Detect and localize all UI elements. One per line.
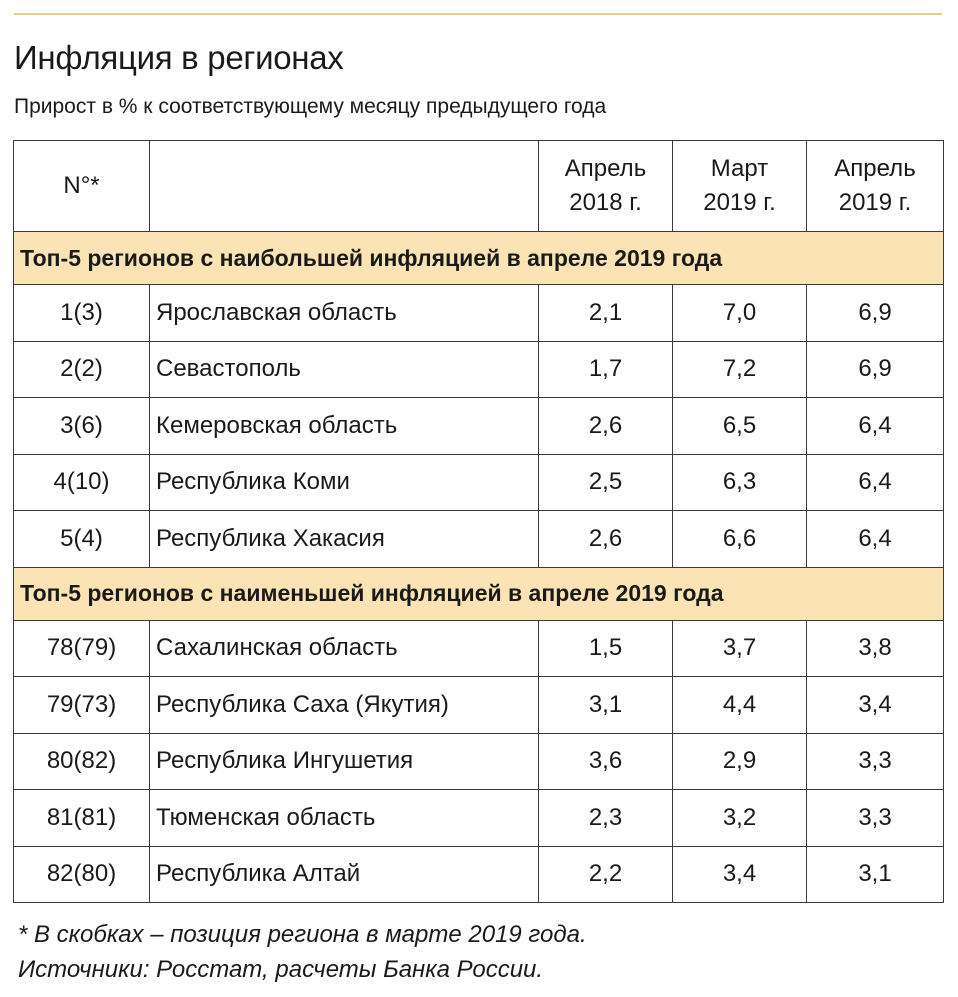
row-region: Республика Алтай: [149, 845, 539, 903]
footnote-sources: Источники: Росстат, расчеты Банка России…: [18, 956, 544, 983]
header-number: N°*: [13, 140, 150, 232]
row-value-april-2018: 2,6: [538, 397, 673, 455]
table-row: 78(79) Сахалинская область 1,5 3,7 3,8: [13, 619, 944, 677]
row-rank: 5(4): [13, 510, 150, 568]
row-rank: 80(82): [13, 732, 150, 790]
row-value-march-2019: 3,2: [672, 789, 807, 847]
section-title: Топ-5 регионов с наибольшей инфляцией в …: [13, 231, 944, 285]
row-region: Севастополь: [149, 340, 539, 398]
row-region: Сахалинская область: [149, 619, 539, 677]
table-row: 4(10) Республика Коми 2,5 6,3 6,4: [13, 453, 944, 511]
table-row: 82(80) Республика Алтай 2,2 3,4 3,1: [13, 845, 944, 903]
table-row: 81(81) Тюменская область 2,3 3,2 3,3: [13, 789, 944, 847]
row-region: Республика Хакасия: [149, 510, 539, 568]
row-value-march-2019: 6,3: [672, 453, 807, 511]
inflation-table: N°* Апрель 2018 г. Март 2019 г. Апрель 2019…: [13, 140, 944, 903]
section-header-lowest: Топ-5 регионов с наименьшей инфляцией в …: [13, 566, 944, 621]
row-rank: 81(81): [13, 789, 150, 847]
row-value-march-2019: 7,0: [672, 284, 807, 342]
header-region: [149, 140, 539, 232]
footnotes: * В скобках – позиция региона в марте 20…: [18, 917, 587, 987]
row-value-april-2019: 3,1: [806, 845, 944, 903]
row-rank: 78(79): [13, 619, 150, 677]
row-value-april-2019: 6,4: [806, 397, 944, 455]
row-value-april-2018: 2,2: [538, 845, 673, 903]
header-april-2019: Апрель 2019 г.: [806, 140, 944, 232]
row-value-april-2018: 2,5: [538, 453, 673, 511]
row-region: Республика Ингушетия: [149, 732, 539, 790]
row-rank: 3(6): [13, 397, 150, 455]
page-subtitle: Прирост в % к соответствующему месяцу пр…: [14, 95, 607, 118]
header-march-2019: Март 2019 г.: [672, 140, 807, 232]
row-region: Республика Саха (Якутия): [149, 676, 539, 734]
top-accent-rule: [14, 13, 942, 15]
footnote-brackets: * В скобках – позиция региона в марте 20…: [18, 921, 587, 948]
row-value-april-2018: 2,6: [538, 510, 673, 568]
row-value-april-2018: 3,6: [538, 732, 673, 790]
table-row: 2(2) Севастополь 1,7 7,2 6,9: [13, 340, 944, 398]
table-row: 79(73) Республика Саха (Якутия) 3,1 4,4 …: [13, 676, 944, 734]
header-april-2018: Апрель 2018 г.: [538, 140, 673, 232]
row-value-march-2019: 7,2: [672, 340, 807, 398]
row-rank: 82(80): [13, 845, 150, 903]
page-title: Инфляция в регионах: [14, 39, 344, 76]
row-value-march-2019: 2,9: [672, 732, 807, 790]
row-value-march-2019: 3,4: [672, 845, 807, 903]
table-row: 1(3) Ярославская область 2,1 7,0 6,9: [13, 284, 944, 342]
row-rank: 4(10): [13, 453, 150, 511]
row-rank: 79(73): [13, 676, 150, 734]
row-value-april-2018: 3,1: [538, 676, 673, 734]
row-rank: 2(2): [13, 340, 150, 398]
row-region: Тюменская область: [149, 789, 539, 847]
row-value-april-2018: 1,5: [538, 619, 673, 677]
row-value-april-2018: 2,3: [538, 789, 673, 847]
row-region: Республика Коми: [149, 453, 539, 511]
row-region: Кемеровская область: [149, 397, 539, 455]
row-value-april-2019: 3,8: [806, 619, 944, 677]
table-row: 3(6) Кемеровская область 2,6 6,5 6,4: [13, 397, 944, 455]
row-value-april-2018: 2,1: [538, 284, 673, 342]
row-value-march-2019: 6,5: [672, 397, 807, 455]
row-rank: 1(3): [13, 284, 150, 342]
table-header-row: N°* Апрель 2018 г. Март 2019 г. Апрель 2019…: [13, 140, 944, 232]
row-value-april-2019: 3,4: [806, 676, 944, 734]
row-value-april-2019: 3,3: [806, 789, 944, 847]
section-title: Топ-5 регионов с наименьшей инфляцией в …: [13, 566, 944, 621]
row-value-april-2019: 3,3: [806, 732, 944, 790]
row-value-march-2019: 6,6: [672, 510, 807, 568]
row-value-march-2019: 3,7: [672, 619, 807, 677]
row-region: Ярославская область: [149, 284, 539, 342]
row-value-april-2019: 6,9: [806, 284, 944, 342]
table-row: 5(4) Республика Хакасия 2,6 6,6 6,4: [13, 510, 944, 568]
row-value-march-2019: 4,4: [672, 676, 807, 734]
row-value-april-2019: 6,4: [806, 453, 944, 511]
table-row: 80(82) Республика Ингушетия 3,6 2,9 3,3: [13, 732, 944, 790]
row-value-april-2019: 6,4: [806, 510, 944, 568]
row-value-april-2018: 1,7: [538, 340, 673, 398]
section-header-highest: Топ-5 регионов с наибольшей инфляцией в …: [13, 231, 944, 285]
row-value-april-2019: 6,9: [806, 340, 944, 398]
